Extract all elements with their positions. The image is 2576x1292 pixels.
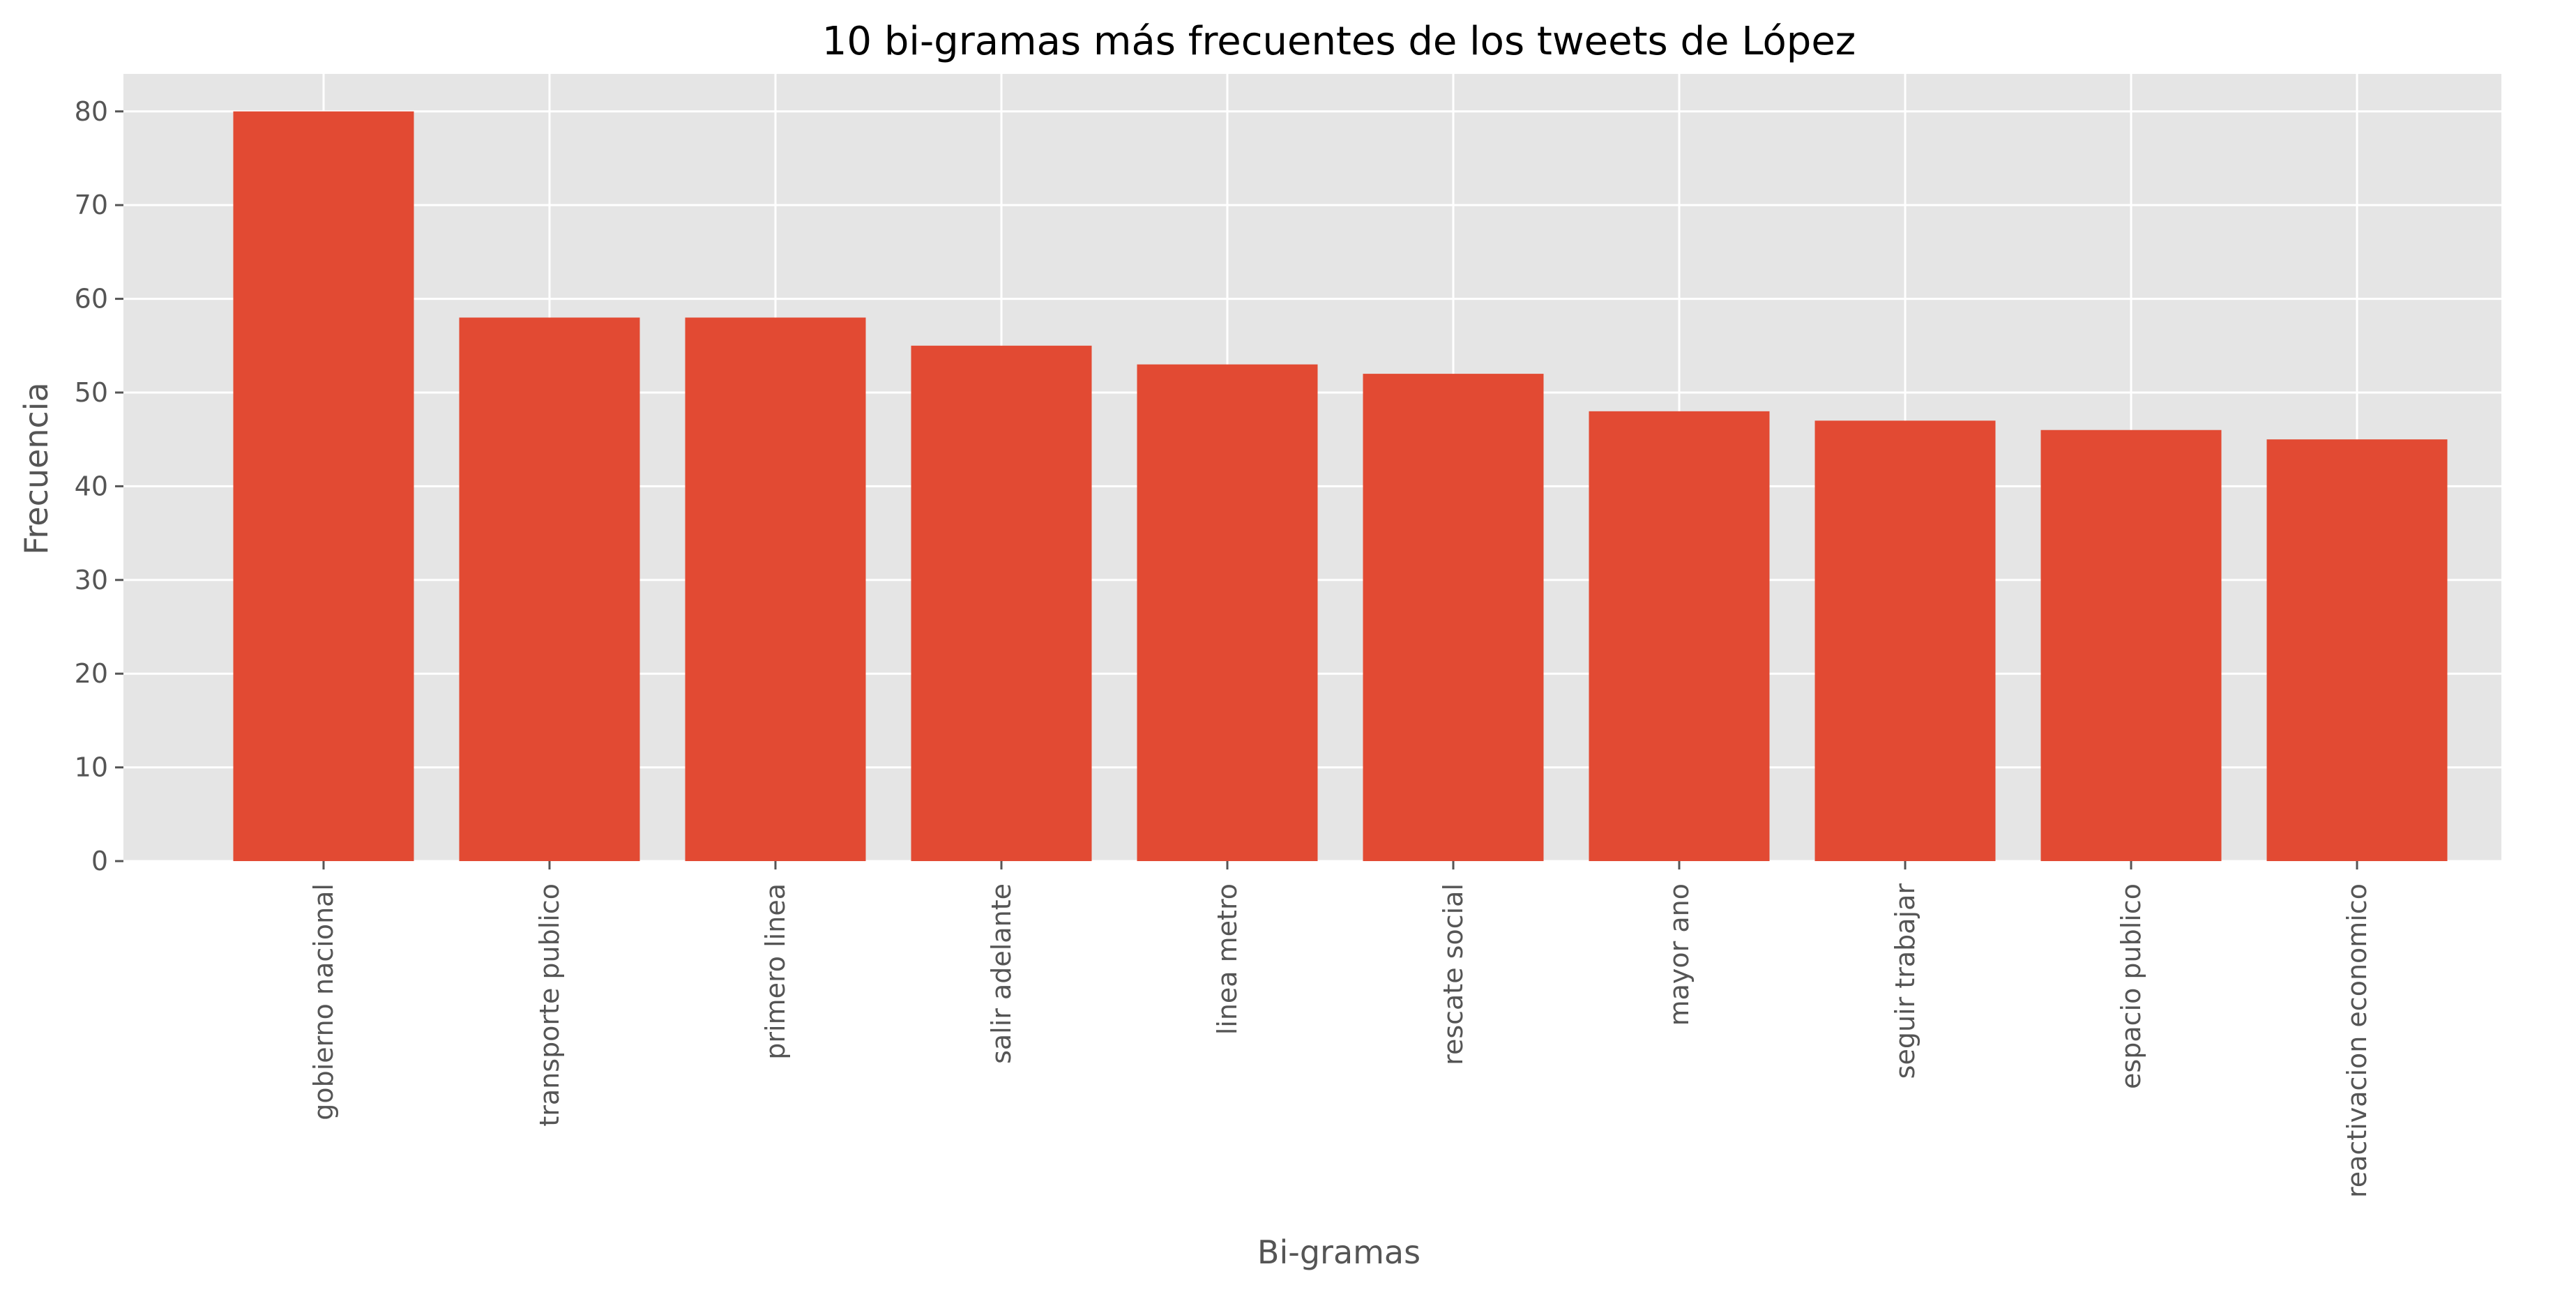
- chart-title: 10 bi-gramas más frecuentes de los tweet…: [822, 19, 1856, 64]
- bar-mayor-ano: [1589, 411, 1770, 861]
- y-tick-label: 20: [75, 658, 108, 689]
- x-tick-label: espacio publico: [2116, 883, 2146, 1089]
- bar-espacio-publico: [2040, 430, 2222, 861]
- bar-salir-adelante: [911, 345, 1092, 861]
- x-tick-label: linea metro: [1212, 883, 1243, 1035]
- x-tick-label: seguir trabajar: [1890, 883, 1920, 1079]
- x-tick-label: primero linea: [760, 883, 791, 1060]
- y-tick-label: 70: [75, 190, 108, 220]
- y-axis-label: Frecuencia: [17, 382, 55, 554]
- y-tick-label: 10: [75, 752, 108, 783]
- y-tick-label: 60: [75, 284, 108, 314]
- x-tick-label: mayor ano: [1664, 883, 1695, 1026]
- x-tick-label: salir adelante: [986, 883, 1017, 1064]
- y-tick-label: 30: [75, 565, 108, 595]
- y-tick-label: 0: [91, 846, 108, 876]
- x-tick-label: rescate social: [1438, 883, 1469, 1065]
- bar-primero-linea: [685, 317, 866, 861]
- bar-transporte-publico: [459, 317, 640, 861]
- x-axis-label: Bi-gramas: [1257, 1233, 1420, 1271]
- x-axis-ticks: gobierno nacional transporte publico prime…: [308, 861, 2372, 1198]
- y-axis-ticks: 0 10 20 30 40 50 60 70 80: [75, 96, 123, 876]
- bar-linea-metro: [1137, 364, 1318, 861]
- x-tick-label: gobierno nacional: [308, 883, 339, 1120]
- y-tick-label: 40: [75, 471, 108, 501]
- bar-gobierno-nacional: [233, 111, 414, 861]
- x-tick-label: transporte publico: [534, 883, 565, 1127]
- bar-rescate-social: [1363, 374, 1544, 861]
- bar-reactivacion-economico: [2266, 439, 2448, 861]
- x-tick-label: reactivacion economico: [2342, 883, 2372, 1198]
- y-tick-label: 80: [75, 96, 108, 127]
- bars: [233, 111, 2448, 861]
- bar-seguir-trabajar: [1814, 420, 1996, 861]
- y-tick-label: 50: [75, 377, 108, 408]
